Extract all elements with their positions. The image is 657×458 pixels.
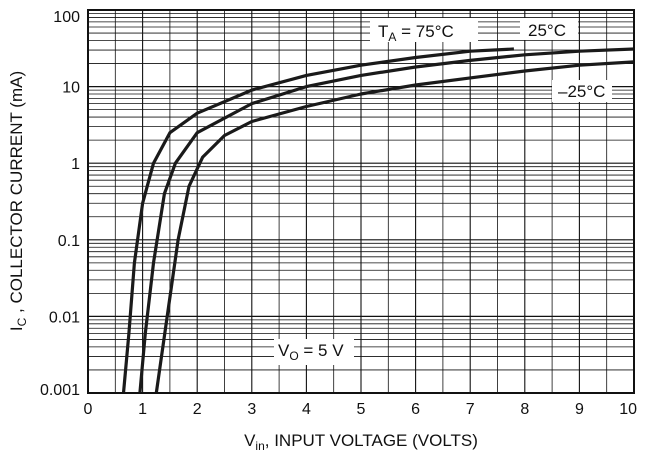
y-axis-title-sub: C	[15, 317, 29, 326]
x-tick-label: 0	[84, 401, 93, 418]
y-axis-title: IC , COLLECTOR CURRENT (mA)	[7, 71, 29, 331]
x-axis-title-sub: in	[255, 439, 264, 453]
x-tick-labels: 0 1 2 3 4 5 6 7 8 9 10	[84, 401, 638, 418]
x-axis-title: Vin, INPUT VOLTAGE (VOLTS)	[244, 431, 478, 453]
annotation-m25: –25°C	[558, 82, 605, 101]
x-tick-label: 7	[466, 401, 475, 418]
x-tick-label: 9	[575, 401, 584, 418]
x-tick-label: 1	[138, 401, 147, 418]
y-tick-label: 0.1	[58, 233, 80, 250]
annotation-ta-sub: A	[388, 30, 396, 44]
y-tick-label: 1	[71, 156, 80, 173]
y-tick-labels: 0.001 0.01 0.1 1 10 100	[40, 9, 80, 399]
annotation-25: 25°C	[528, 21, 566, 40]
x-tick-label: 10	[619, 401, 637, 418]
series-line-3	[156, 62, 634, 393]
x-tick-label: 5	[357, 401, 366, 418]
x-tick-label: 4	[302, 401, 311, 418]
annotation-vo: VO = 5 V	[278, 341, 344, 363]
y-tick-label: 100	[53, 9, 80, 26]
x-tick-label: 8	[520, 401, 529, 418]
annotation-vo-sub: O	[289, 349, 298, 363]
y-tick-label: 0.01	[49, 309, 80, 326]
y-tick-label: 0.001	[40, 382, 80, 399]
x-tick-label: 3	[247, 401, 256, 418]
y-tick-label: 10	[62, 80, 80, 97]
x-tick-label: 2	[193, 401, 202, 418]
x-tick-label: 6	[411, 401, 420, 418]
